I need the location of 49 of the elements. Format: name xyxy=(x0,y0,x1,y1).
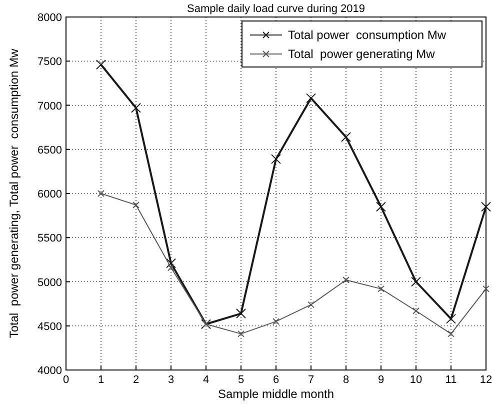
y-tick-label: 4000 xyxy=(38,365,62,377)
point xyxy=(166,258,176,268)
y-tick-label: 6000 xyxy=(38,188,62,200)
point xyxy=(341,132,351,142)
point xyxy=(98,190,104,197)
legend-label: Total power consumption Mw xyxy=(288,28,446,42)
point xyxy=(168,264,174,272)
x-tick-label: 10 xyxy=(410,374,422,386)
point xyxy=(412,307,420,314)
x-tick-label: 12 xyxy=(480,374,492,386)
x-tick-label: 2 xyxy=(132,374,140,386)
y-tick-label: 8000 xyxy=(38,12,62,24)
x-tick-label: 3 xyxy=(168,374,174,386)
point xyxy=(482,285,490,292)
point xyxy=(378,285,384,292)
y-tick-label: 5500 xyxy=(38,232,62,245)
x-tick-label: 8 xyxy=(342,374,350,386)
y-tick-label: 6500 xyxy=(38,144,62,156)
point xyxy=(308,301,314,308)
point xyxy=(306,93,316,104)
x-tick-label: 4 xyxy=(202,374,210,386)
x-tick-label: 6 xyxy=(272,374,280,386)
point xyxy=(376,202,386,212)
y-axis-title: Total power generating, Total power consumption Mw xyxy=(7,48,21,338)
y-tick-label: 5000 xyxy=(38,276,62,289)
x-tick-label: 5 xyxy=(238,374,244,386)
point xyxy=(411,276,421,287)
chart-title: Sample daily load curve during 2019 xyxy=(187,3,365,15)
point xyxy=(481,202,491,212)
point xyxy=(272,318,280,325)
y-tick-label: 4500 xyxy=(38,320,62,333)
point xyxy=(131,102,141,113)
point xyxy=(238,330,244,338)
legend-label: Total power generating Mw xyxy=(288,47,436,61)
point xyxy=(271,154,281,164)
point xyxy=(342,276,350,284)
point xyxy=(236,308,246,319)
x-tick-label: 7 xyxy=(308,374,314,386)
point xyxy=(446,314,456,324)
x-axis-title: Sample middle month xyxy=(218,387,334,401)
point xyxy=(448,330,454,338)
x-tick-label: 0 xyxy=(62,374,70,386)
point xyxy=(96,60,106,70)
y-tick-label: 7000 xyxy=(38,100,62,112)
x-tick-label: 11 xyxy=(445,374,457,386)
x-tick-label: 1 xyxy=(98,374,104,386)
y-tick-label: 7500 xyxy=(38,56,62,68)
x-tick-label: 9 xyxy=(378,374,384,386)
point xyxy=(132,201,140,208)
